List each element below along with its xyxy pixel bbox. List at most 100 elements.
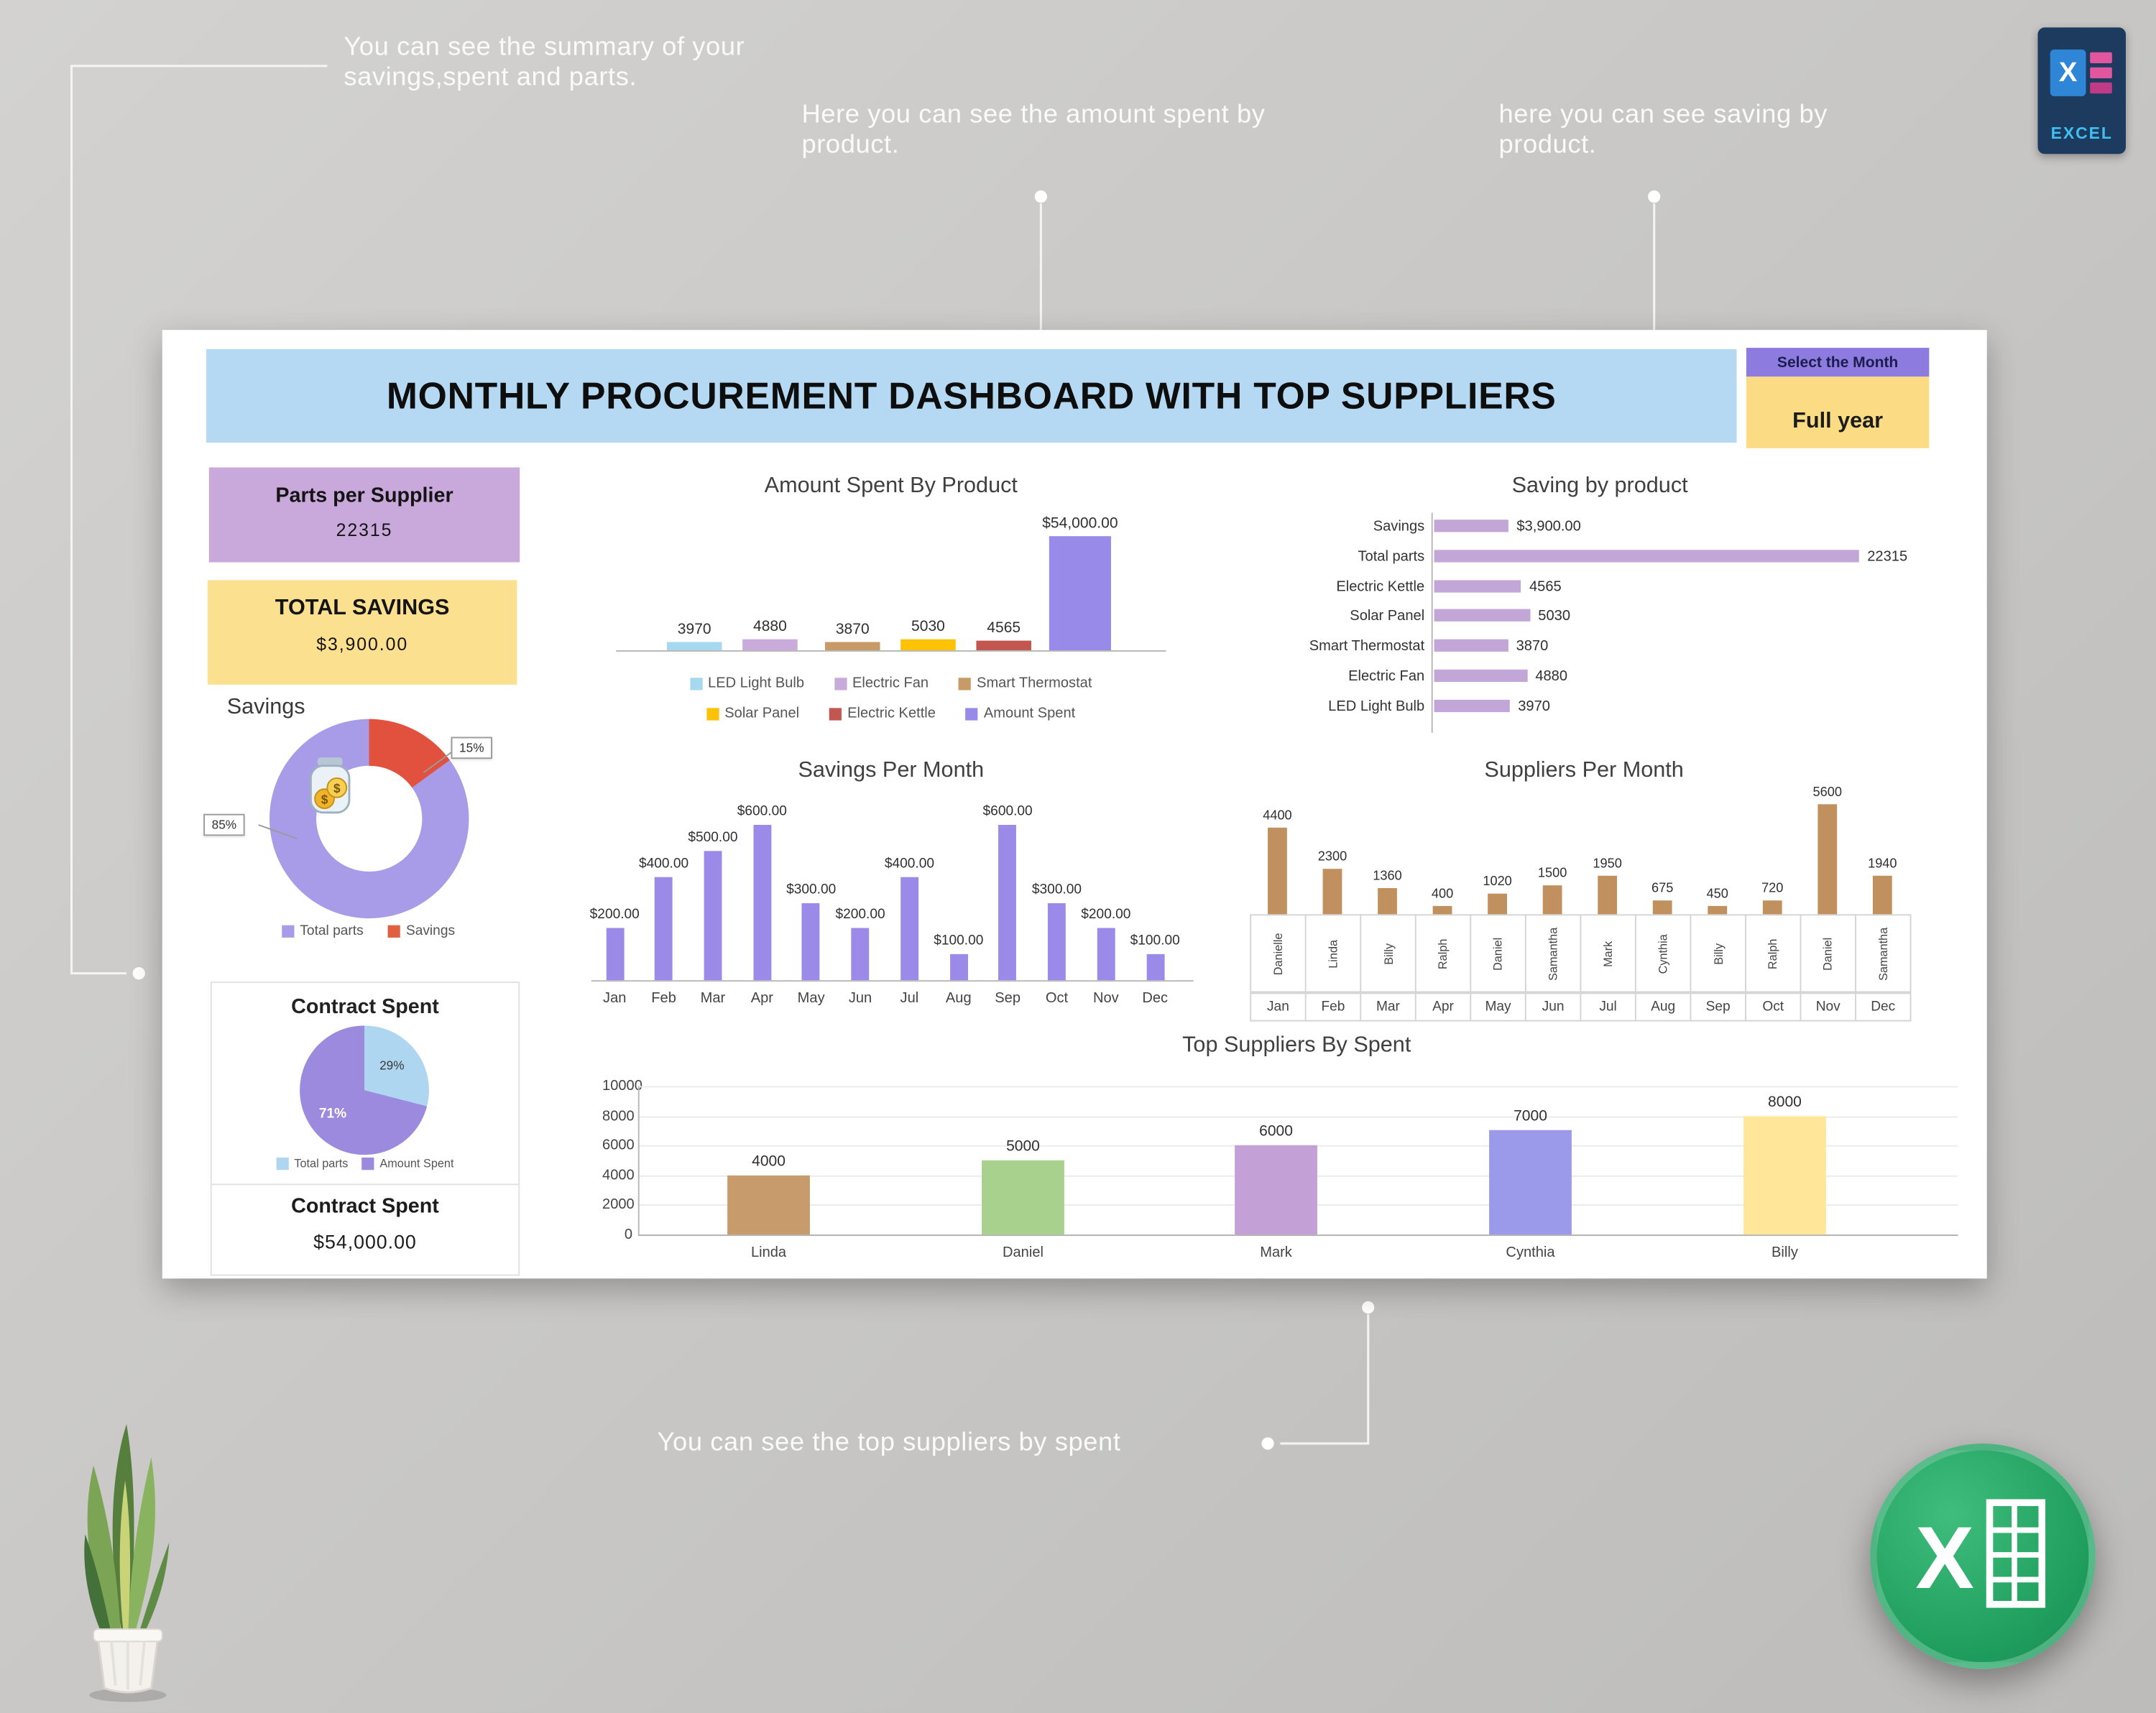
bar-sep[interactable]: [1708, 905, 1728, 915]
x-tick-label: Mar: [700, 989, 726, 1007]
bar-value-label: 1020: [1483, 874, 1512, 890]
bar-electric-fan[interactable]: [1434, 669, 1527, 682]
bar-value-label: 7000: [1514, 1108, 1547, 1125]
month-cell-sep: Sep: [1690, 992, 1745, 1020]
bar-oct[interactable]: [1048, 902, 1066, 981]
legend-label: Total parts: [300, 923, 364, 939]
bar-aug[interactable]: [949, 954, 968, 981]
bar-electric-kettle[interactable]: [976, 640, 1031, 650]
supplier-name-label: Danielle: [1271, 932, 1285, 975]
legend-swatch-icon: [690, 677, 703, 690]
bar-mark[interactable]: [1235, 1145, 1317, 1235]
bar-value-label: 400: [1431, 887, 1454, 902]
bar-may[interactable]: [1488, 894, 1507, 915]
bar-solar-panel[interactable]: [1434, 609, 1530, 622]
dashboard-title: MONTHLY PROCUREMENT DASHBOARD WITH TOP S…: [206, 348, 1737, 443]
x-tick-label: Aug: [945, 989, 972, 1007]
bar-daniel[interactable]: [982, 1160, 1064, 1235]
name-cell-danielle: Danielle: [1250, 914, 1305, 992]
total-savings-card: TOTAL SAVINGS $3,900.00: [207, 580, 517, 685]
bar-value-label: $500.00: [688, 830, 738, 846]
month-value-dropdown[interactable]: Full year: [1746, 377, 1930, 448]
bar-value-label: $400.00: [884, 856, 934, 872]
name-cell-daniel: Daniel: [1800, 914, 1856, 992]
bar-smart-thermostat[interactable]: [824, 642, 880, 650]
bar-value-label: 5000: [1006, 1138, 1040, 1155]
bar-dec[interactable]: [1872, 876, 1892, 915]
top-suppliers-by-spent-chart[interactable]: Top Suppliers By Spent 10000 8000 6000 4000…: [602, 1034, 1991, 1268]
bar-total-parts[interactable]: [1434, 549, 1859, 563]
savings-per-month-chart[interactable]: Savings Per Month $200.00 Jan $400.00 Feb $5…: [575, 759, 1207, 1034]
bar-nov[interactable]: [1097, 928, 1115, 981]
parts-per-supplier-label: Parts per Supplier: [275, 484, 453, 508]
contract-spent-pie-chart[interactable]: [300, 1025, 429, 1155]
bar-value-label: 1950: [1593, 856, 1622, 872]
bar-jul[interactable]: [1598, 876, 1618, 915]
row-label-solar-panel: Solar Panel: [1350, 608, 1425, 625]
bar-jun[interactable]: [851, 928, 870, 981]
supplier-name-label: Ralph: [1436, 938, 1450, 969]
suppliers-per-month-chart[interactable]: Suppliers Per Month Danielle Linda Billy Ra…: [1245, 759, 1922, 1034]
row-label-electric-kettle: Electric Kettle: [1336, 578, 1425, 595]
bar-value-label: 450: [1706, 886, 1728, 902]
y-axis: [637, 1086, 640, 1235]
bar-aug[interactable]: [1652, 900, 1672, 915]
bar-jan[interactable]: [1268, 828, 1287, 915]
pie-legend-item-total-parts: Total parts: [276, 1156, 348, 1170]
money-jar-icon: $ $: [309, 757, 351, 814]
gridline: [637, 1086, 1958, 1088]
row-label-smart-thermostat: Smart Thermostat: [1309, 638, 1425, 655]
bar-amount-spent[interactable]: [1049, 536, 1111, 650]
bar-apr[interactable]: [752, 825, 771, 981]
supplier-name-label: Billy: [1381, 942, 1396, 964]
bar-value-label: $3,900.00: [1516, 518, 1581, 535]
supplier-name-axis: Danielle Linda Billy Ralph Daniel Samantha Mar…: [1250, 914, 1912, 993]
bar-value-label: 4880: [1535, 668, 1568, 685]
bar-sep[interactable]: [998, 825, 1017, 981]
bar-apr[interactable]: [1432, 906, 1452, 915]
saving-by-product-chart[interactable]: Saving by product Savings $3,900.00 Total …: [1273, 474, 1927, 742]
bar-value-label: $200.00: [1081, 908, 1131, 923]
bar-oct[interactable]: [1762, 900, 1782, 915]
bar-jun[interactable]: [1542, 885, 1562, 915]
bar-led-light-bulb[interactable]: [666, 642, 722, 650]
bar-smart-thermostat[interactable]: [1434, 640, 1508, 652]
contract-spent-label: Contract Spent: [291, 1194, 439, 1219]
bar-cynthia[interactable]: [1489, 1130, 1572, 1235]
bar-nov[interactable]: [1818, 804, 1838, 915]
x-tick-label: Dec: [1142, 989, 1169, 1007]
bar-electric-kettle[interactable]: [1434, 579, 1521, 592]
pie-legend-item-amount-spent: Amount Spent: [361, 1156, 453, 1170]
bar-linda[interactable]: [727, 1175, 810, 1235]
axisline x-axis: [637, 1234, 1958, 1237]
bar-billy[interactable]: [1743, 1115, 1826, 1235]
bar-mar[interactable]: [1378, 887, 1397, 915]
bar-jul[interactable]: [900, 877, 918, 981]
savings-donut-chart[interactable]: [270, 719, 469, 919]
month-cell-oct: Oct: [1744, 992, 1800, 1020]
bar-value-label: 3970: [1518, 698, 1550, 715]
bar-feb[interactable]: [655, 877, 673, 981]
legend-label: Amount Spent: [983, 705, 1076, 722]
bar-feb[interactable]: [1322, 869, 1342, 915]
bar-value-label: $600.00: [982, 804, 1033, 820]
legend-swatch-icon: [282, 925, 295, 938]
bar-led-light-bulb[interactable]: [1434, 699, 1510, 712]
name-cell-samantha: Samantha: [1855, 914, 1910, 992]
bar-value-label: $300.00: [786, 882, 837, 897]
bar-electric-fan[interactable]: [742, 640, 798, 650]
bar-dec[interactable]: [1146, 954, 1164, 981]
bar-mar[interactable]: [704, 851, 722, 981]
month-cell-aug: Aug: [1634, 992, 1690, 1020]
bar-savings[interactable]: [1434, 520, 1508, 532]
bar-value-label: 4000: [752, 1153, 786, 1170]
bar-may[interactable]: [802, 902, 821, 981]
excel-badge-label: EXCEL: [2050, 124, 2113, 143]
month-cell-mar: Mar: [1360, 992, 1415, 1020]
legend-label: Savings: [405, 923, 456, 939]
y-axis: [1431, 512, 1433, 733]
bar-solar-panel[interactable]: [900, 640, 956, 650]
select-month-button[interactable]: Select the Month: [1746, 348, 1930, 377]
amount-spent-by-product-chart[interactable]: Amount Spent By Product LED Light Bulb El…: [575, 474, 1207, 742]
bar-jan[interactable]: [605, 928, 624, 981]
